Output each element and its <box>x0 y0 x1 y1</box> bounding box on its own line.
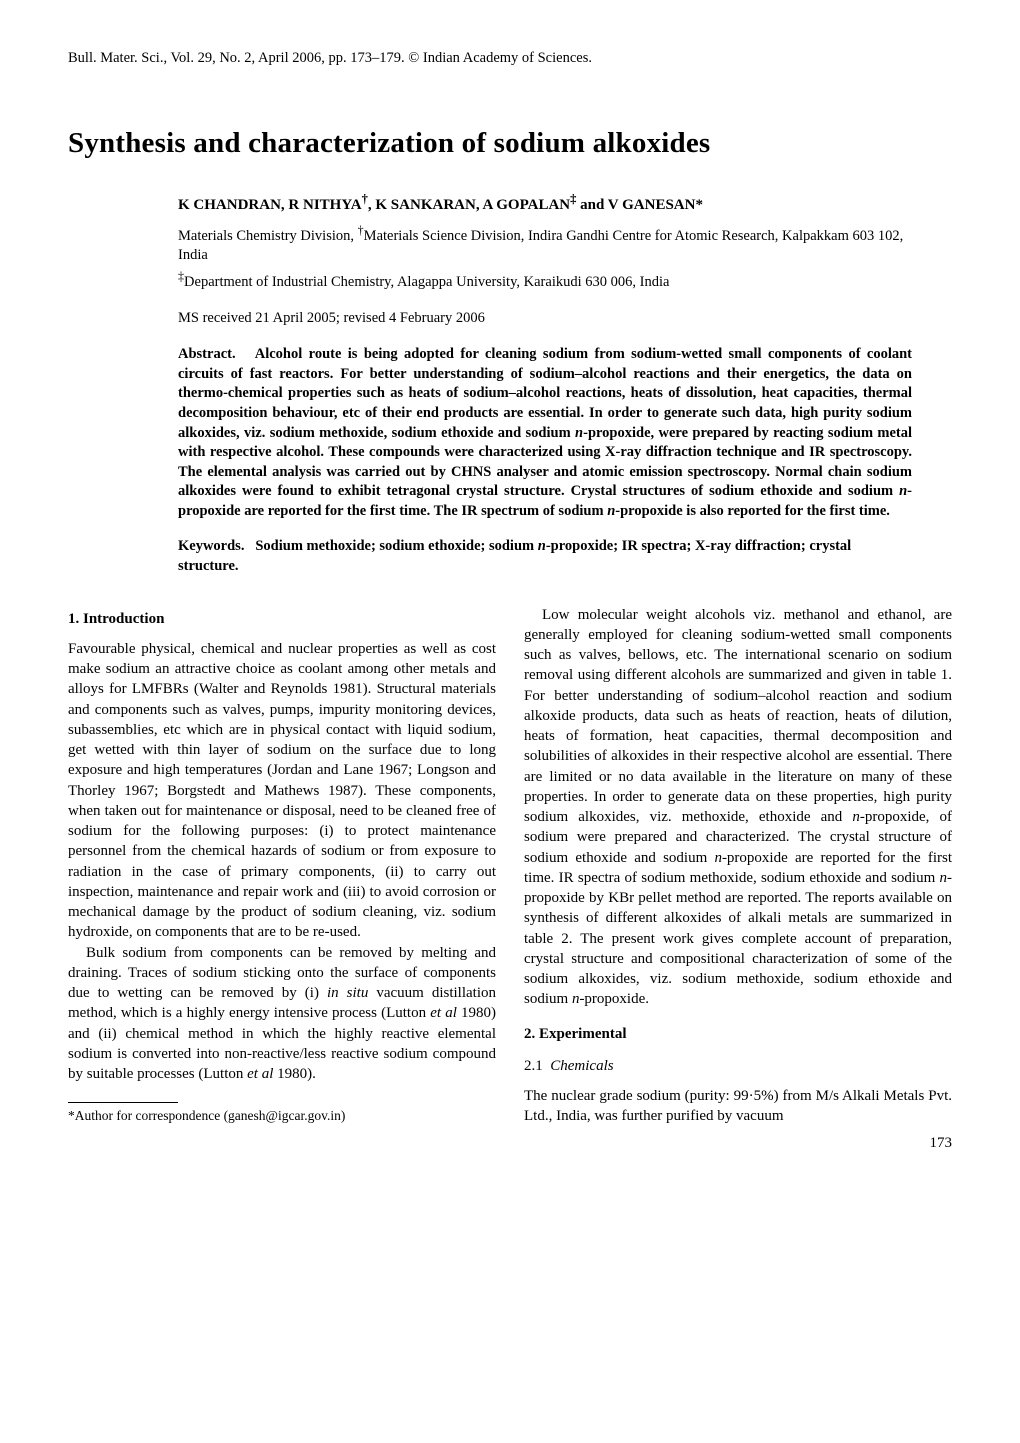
abstract: Abstract. Alcohol route is being adopted… <box>178 345 912 521</box>
intro-para-1: Favourable physical, chemical and nuclea… <box>68 639 496 943</box>
two-column-body: 1. Introduction Favourable physical, che… <box>68 605 952 1153</box>
affiliation-1: Materials Chemistry Division, †Materials… <box>178 222 912 266</box>
chemicals-para-1: The nuclear grade sodium (purity: 99·5%)… <box>524 1086 952 1127</box>
subsection-2-1-heading: 2.1 Chemicals <box>524 1056 952 1076</box>
abstract-label: Abstract. <box>178 346 236 362</box>
keywords-label: Keywords. <box>178 538 244 554</box>
ms-received: MS received 21 April 2005; revised 4 Feb… <box>178 310 912 327</box>
section-1-heading: 1. Introduction <box>68 609 496 629</box>
author-line: K CHANDRAN, R NITHYA†, K SANKARAN, A GOP… <box>178 192 912 214</box>
intro-para-3: Low molecular weight alcohols viz. metha… <box>524 605 952 1010</box>
keywords-body: Sodium methoxide; sodium ethoxide; sodiu… <box>178 538 851 574</box>
footnote-rule <box>68 1102 178 1103</box>
affiliation-2: ‡Department of Industrial Chemistry, Ala… <box>178 268 912 292</box>
front-matter: K CHANDRAN, R NITHYA†, K SANKARAN, A GOP… <box>178 192 912 577</box>
keywords: Keywords. Sodium methoxide; sodium ethox… <box>178 537 912 576</box>
section-2-heading: 2. Experimental <box>524 1024 952 1044</box>
abstract-body: Alcohol route is being adopted for clean… <box>178 346 912 519</box>
column-left: 1. Introduction Favourable physical, che… <box>68 605 496 1153</box>
page: Bull. Mater. Sci., Vol. 29, No. 2, April… <box>0 0 1020 1193</box>
article-title: Synthesis and characterization of sodium… <box>68 127 952 160</box>
subsection-label: Chemicals <box>550 1058 613 1074</box>
page-number: 173 <box>524 1133 952 1153</box>
intro-para-2: Bulk sodium from components can be remov… <box>68 943 496 1085</box>
subsection-number: 2.1 <box>524 1058 543 1074</box>
running-head: Bull. Mater. Sci., Vol. 29, No. 2, April… <box>68 50 952 67</box>
column-right: Low molecular weight alcohols viz. metha… <box>524 605 952 1153</box>
corresponding-author-footnote: *Author for correspondence (ganesh@igcar… <box>68 1107 496 1125</box>
